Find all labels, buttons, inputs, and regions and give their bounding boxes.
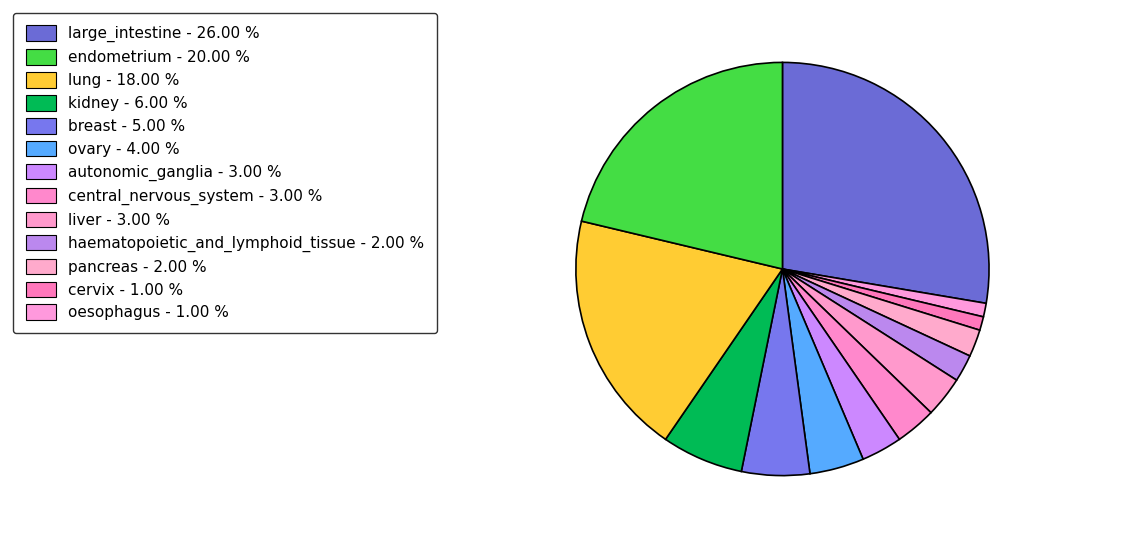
Wedge shape <box>666 269 782 471</box>
Wedge shape <box>576 221 782 440</box>
Legend: large_intestine - 26.00 %, endometrium - 20.00 %, lung - 18.00 %, kidney - 6.00 : large_intestine - 26.00 %, endometrium -… <box>14 13 437 332</box>
Wedge shape <box>782 269 987 317</box>
Wedge shape <box>782 269 931 440</box>
Wedge shape <box>582 62 782 269</box>
Wedge shape <box>782 269 983 330</box>
Wedge shape <box>782 269 899 459</box>
Wedge shape <box>782 62 989 303</box>
Wedge shape <box>782 269 957 413</box>
Wedge shape <box>782 269 863 474</box>
Wedge shape <box>782 269 980 356</box>
Wedge shape <box>782 269 970 380</box>
Wedge shape <box>742 269 810 476</box>
